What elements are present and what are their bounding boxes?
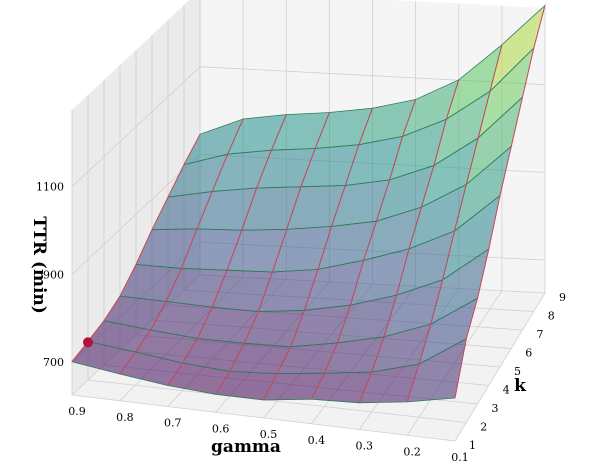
y-tick-label: 3 (492, 402, 499, 415)
surface-line (215, 112, 330, 395)
x-tick-label: 0.4 (308, 434, 326, 447)
y-tick-label: 1 (469, 439, 476, 452)
surface-line (263, 108, 373, 401)
surface-mesh (71, 4, 546, 404)
z-gridline (71, 66, 546, 187)
y-tick-label: 6 (525, 347, 532, 360)
z-tick-label: 900 (43, 268, 64, 281)
x-tick-label: 0.8 (116, 411, 134, 424)
x-tick-label: 0.5 (260, 428, 278, 441)
x-tick-label: 0.2 (403, 445, 421, 458)
surface-line (71, 134, 201, 362)
y-tick-label: 4 (503, 384, 510, 397)
highlight-marker-layer (83, 337, 93, 348)
highlight-point (83, 337, 93, 348)
z-tick-label: 700 (43, 356, 64, 369)
x-axis-title: gamma (211, 437, 281, 457)
floor-gridline (87, 379, 467, 423)
floor-gridline (71, 394, 456, 442)
surface-line (358, 79, 460, 403)
x-tick-label: 0.7 (164, 417, 182, 430)
y-tick-label: 2 (480, 421, 487, 434)
surface-line (167, 114, 287, 386)
surface-line (119, 118, 244, 375)
x-tick-label: 0.6 (212, 422, 230, 435)
x-tick-label: 0.1 (451, 451, 469, 464)
surface-line (454, 5, 546, 399)
x-tick-label: 0.9 (68, 405, 86, 418)
y-tick-label: 9 (559, 291, 566, 304)
z-tick-label: 1100 (36, 181, 64, 194)
y-tick-label: 8 (548, 310, 555, 323)
surface-line (310, 99, 417, 400)
x-tick-label: 0.3 (356, 440, 374, 453)
z-axis-title: TTR (min) (29, 216, 49, 314)
y-tick-label: 5 (514, 365, 521, 378)
y-axis-title: k (514, 376, 527, 396)
surface-line (406, 44, 503, 403)
y-tick-label: 7 (537, 328, 544, 341)
